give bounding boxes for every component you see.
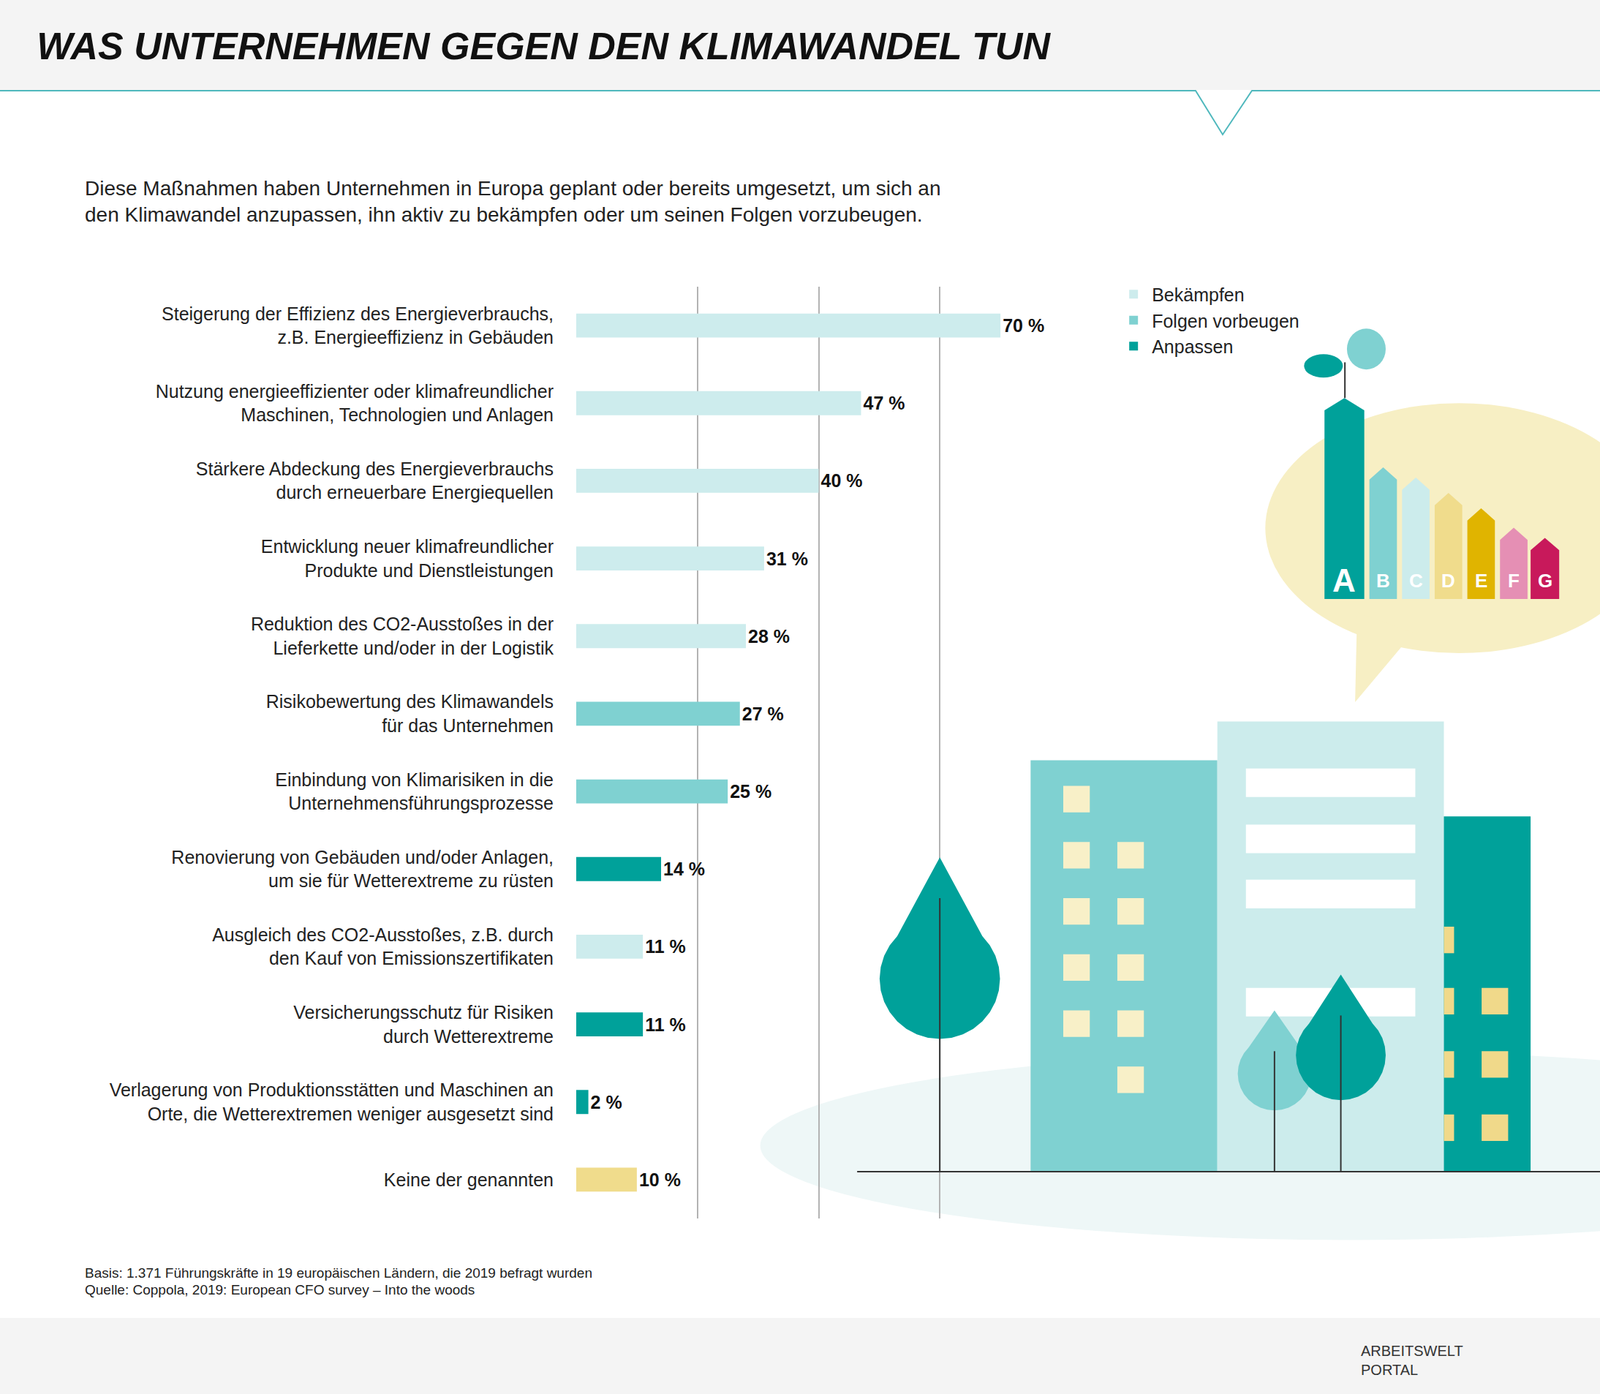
svg-text:25 %: 25 % xyxy=(729,780,772,802)
svg-text:G: G xyxy=(1537,569,1553,592)
svg-text:Ausgleich des CO2-Ausstoßes, z: Ausgleich des CO2-Ausstoßes, z.B. durchd… xyxy=(212,924,554,969)
svg-text:31 %: 31 % xyxy=(766,548,809,569)
svg-text:WAS UNTERNEHMEN GEGEN DEN KLIM: WAS UNTERNEHMEN GEGEN DEN KLIMAWANDEL TU… xyxy=(36,24,1051,68)
svg-text:28 %: 28 % xyxy=(748,625,790,647)
svg-text:Renovierung von Gebäuden und/o: Renovierung von Gebäuden und/oder Anlage… xyxy=(171,846,554,892)
svg-text:Versicherungsschutz für Risike: Versicherungsschutz für Risikendurch Wet… xyxy=(293,1001,554,1047)
svg-text:Quelle: Coppola, 2019: Europea: Quelle: Coppola, 2019: European CFO surv… xyxy=(84,1281,475,1298)
svg-text:Bekämpfen: Bekämpfen xyxy=(1151,284,1244,305)
svg-text:A: A xyxy=(1332,562,1356,599)
svg-text:B: B xyxy=(1376,569,1391,592)
svg-text:11 %: 11 % xyxy=(644,1014,686,1035)
svg-text:Reduktion des CO2-Ausstoßes in: Reduktion des CO2-Ausstoßes in derLiefer… xyxy=(250,613,555,659)
svg-text:Nutzung energieeffizienter ode: Nutzung energieeffizienter oder klimafre… xyxy=(155,380,554,426)
svg-text:D: D xyxy=(1441,569,1456,592)
svg-text:14 %: 14 % xyxy=(663,858,705,879)
svg-text:Steigerung der Effizienz des E: Steigerung der Effizienz des Energieverb… xyxy=(161,303,554,349)
svg-text:Diese Maßnahmen haben Unterneh: Diese Maßnahmen haben Unternehmen in Eur… xyxy=(84,176,941,226)
svg-text:11 %: 11 % xyxy=(644,936,686,957)
svg-text:Risikobewertung des Klimawande: Risikobewertung des Klimawandelsfür das … xyxy=(266,691,554,736)
svg-text:Stärkere Abdeckung des Energie: Stärkere Abdeckung des Energieverbrauchs… xyxy=(195,458,554,504)
svg-text:47 %: 47 % xyxy=(863,392,906,414)
svg-text:Entwicklung neuer klimafreundl: Entwicklung neuer klimafreundlicherProdu… xyxy=(261,536,554,581)
svg-text:C: C xyxy=(1409,569,1424,592)
svg-text:Keine der genannten: Keine der genannten xyxy=(383,1169,554,1190)
svg-text:F: F xyxy=(1507,569,1520,592)
svg-text:40 %: 40 % xyxy=(821,470,863,491)
svg-text:Verlagerung von Produktionsstä: Verlagerung von Produktionsstätten und M… xyxy=(109,1079,554,1124)
svg-text:Anpassen: Anpassen xyxy=(1151,336,1233,357)
svg-text:E: E xyxy=(1474,569,1488,592)
svg-text:70 %: 70 % xyxy=(1002,315,1045,336)
svg-text:Basis: 1.371 Führungskräfte in: Basis: 1.371 Führungskräfte in 19 europä… xyxy=(84,1265,593,1281)
svg-text:10 %: 10 % xyxy=(639,1169,681,1190)
svg-text:27 %: 27 % xyxy=(742,703,784,724)
svg-text:Einbindung von Klimarisiken in: Einbindung von Klimarisiken in dieUntern… xyxy=(274,769,554,814)
svg-text:Folgen vorbeugen: Folgen vorbeugen xyxy=(1151,310,1300,332)
svg-text:ARBEITSWELTPORTAL: ARBEITSWELTPORTAL xyxy=(1360,1342,1464,1378)
svg-text:2 %: 2 % xyxy=(590,1091,623,1113)
